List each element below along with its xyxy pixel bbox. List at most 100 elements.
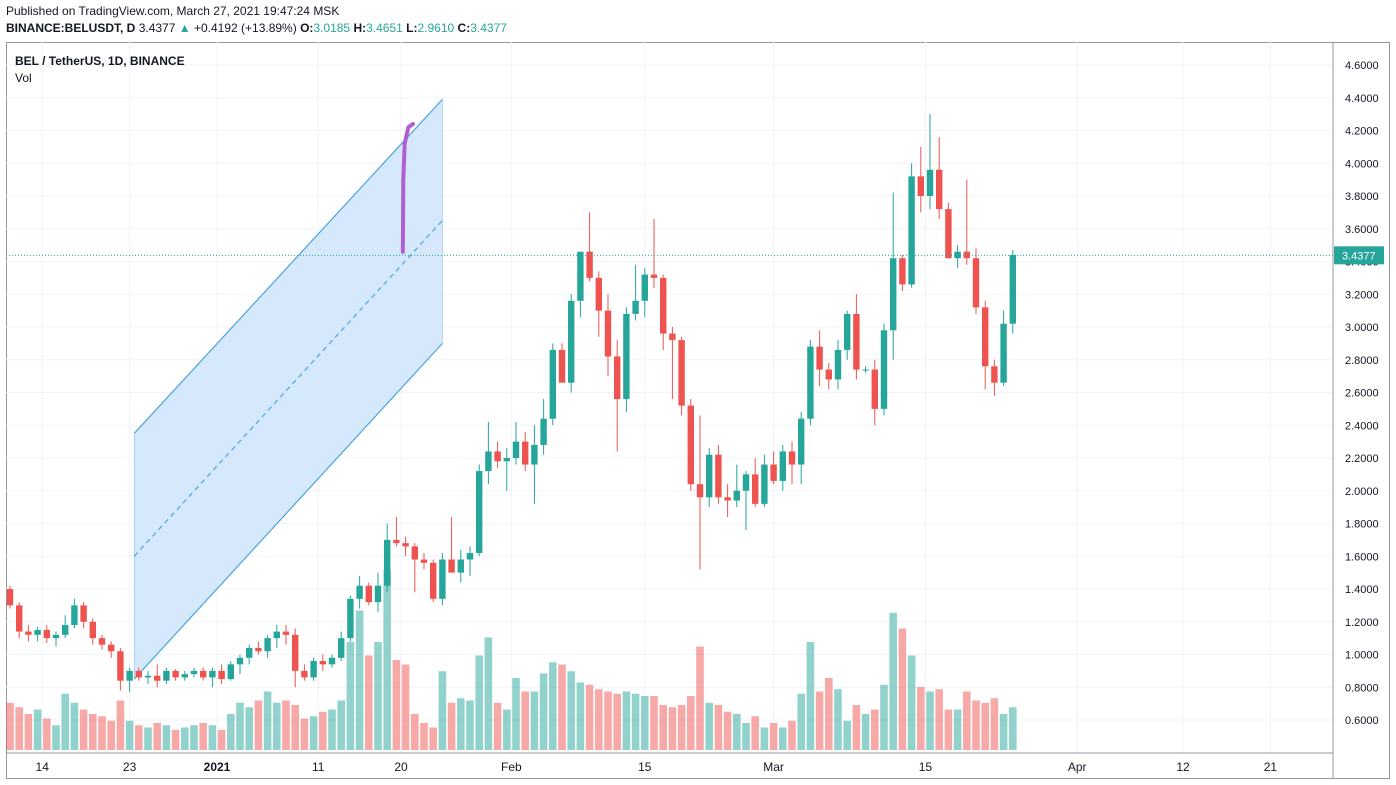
- time-tick-label: 23: [123, 760, 137, 774]
- candle: [126, 667, 133, 693]
- candle: [503, 448, 510, 491]
- time-tick-label: 2021: [204, 760, 231, 774]
- candle: [301, 664, 308, 681]
- open-value: 3.0185: [313, 21, 351, 35]
- candle: [531, 425, 538, 504]
- candle-body: [752, 474, 759, 504]
- candle: [752, 458, 759, 508]
- candle-body: [236, 657, 244, 665]
- candle-body: [991, 366, 998, 383]
- candle-body: [98, 638, 106, 645]
- candle: [218, 664, 225, 684]
- volume-bar: [420, 723, 428, 750]
- candle-body: [282, 631, 290, 635]
- candle-body: [880, 330, 888, 409]
- volume-bar: [217, 729, 226, 750]
- volume-bar: [383, 570, 391, 750]
- candle-body: [347, 598, 354, 639]
- candle: [163, 667, 170, 684]
- time-tick-label: 15: [919, 760, 933, 774]
- time-axis[interactable]: 14 23 2021 11 20 Feb 15 Mar 15 Apr 12 21: [36, 760, 1278, 774]
- candle-body: [172, 670, 179, 678]
- channel-lower-line[interactable]: [133, 342, 443, 680]
- candle-body: [650, 274, 658, 278]
- volume-bar: [871, 709, 879, 750]
- volume-bar: [861, 714, 870, 750]
- candle-body: [816, 346, 823, 370]
- volume-bar: [926, 691, 934, 750]
- volume-bar: [981, 702, 989, 750]
- forecast-curve[interactable]: [400, 121, 415, 254]
- candle-body: [163, 670, 170, 681]
- volume-bar: [567, 671, 575, 750]
- candle: [62, 615, 69, 639]
- candle-body: [853, 313, 860, 370]
- candle: [963, 179, 970, 265]
- forecast-drawing[interactable]: [400, 121, 415, 254]
- candle-body: [503, 458, 510, 462]
- candle: [181, 670, 188, 681]
- candle-body: [595, 277, 602, 311]
- volume-bar: [696, 646, 704, 750]
- volume-bar: [309, 716, 318, 750]
- price-tick-label: 3.8000: [1345, 191, 1379, 203]
- parallel-channel[interactable]: [133, 98, 443, 680]
- high-value: 3.4651: [366, 21, 403, 35]
- candle: [899, 254, 906, 291]
- candle-body: [62, 625, 69, 635]
- candle-body: [494, 451, 501, 462]
- candle-body: [420, 559, 428, 563]
- candle: [825, 363, 832, 390]
- candle-body: [292, 634, 299, 671]
- price-tick-label: 4.2000: [1345, 126, 1379, 138]
- candle: [384, 523, 391, 593]
- candle-body: [614, 356, 621, 400]
- candle: [687, 399, 694, 491]
- candle: [411, 543, 418, 593]
- volume-bar: [990, 698, 999, 750]
- candle-body: [466, 552, 474, 560]
- price-axis[interactable]: 4.60004.40004.20004.00003.80003.60003.40…: [1345, 60, 1379, 727]
- candle: [623, 307, 630, 413]
- channel-mid-line[interactable]: [133, 220, 443, 557]
- volume-bar: [328, 709, 336, 750]
- volume-bar: [245, 707, 253, 750]
- volume-bar: [999, 714, 1008, 750]
- volume-bar: [558, 664, 566, 750]
- time-tick-label: Apr: [1068, 760, 1087, 774]
- volume-bar: [576, 682, 585, 750]
- last-price-tag: [1334, 246, 1384, 265]
- candle-body: [531, 444, 538, 465]
- volume-bar: [6, 702, 14, 750]
- volume-bar: [687, 696, 695, 750]
- candle-body: [246, 647, 253, 658]
- candle: [172, 669, 179, 681]
- volume-bar: [917, 687, 925, 750]
- candle: [144, 670, 152, 684]
- time-tick-label: Feb: [501, 760, 522, 774]
- volume-bar: [79, 709, 88, 750]
- candle-body: [568, 300, 575, 383]
- candle-body: [209, 670, 216, 678]
- volume-bar: [834, 689, 842, 750]
- candle: [834, 340, 842, 390]
- volume-bar: [181, 727, 189, 750]
- channel-upper-line[interactable]: [133, 98, 443, 434]
- candle: [89, 618, 96, 645]
- candle: [135, 667, 142, 681]
- volume-bar: [1009, 707, 1017, 750]
- candle: [558, 343, 566, 383]
- candle: [356, 575, 363, 609]
- candle-body: [181, 674, 188, 678]
- candle-body: [724, 497, 731, 501]
- volume-bar: [392, 660, 401, 750]
- candlesticks: [6, 114, 1016, 693]
- candle: [568, 294, 575, 393]
- price-tick-label: 1.8000: [1345, 519, 1379, 531]
- candle: [972, 248, 980, 314]
- candle-body: [255, 647, 262, 652]
- volume-bar: [107, 720, 115, 750]
- candle-body: [264, 638, 271, 652]
- candle-body: [6, 589, 14, 606]
